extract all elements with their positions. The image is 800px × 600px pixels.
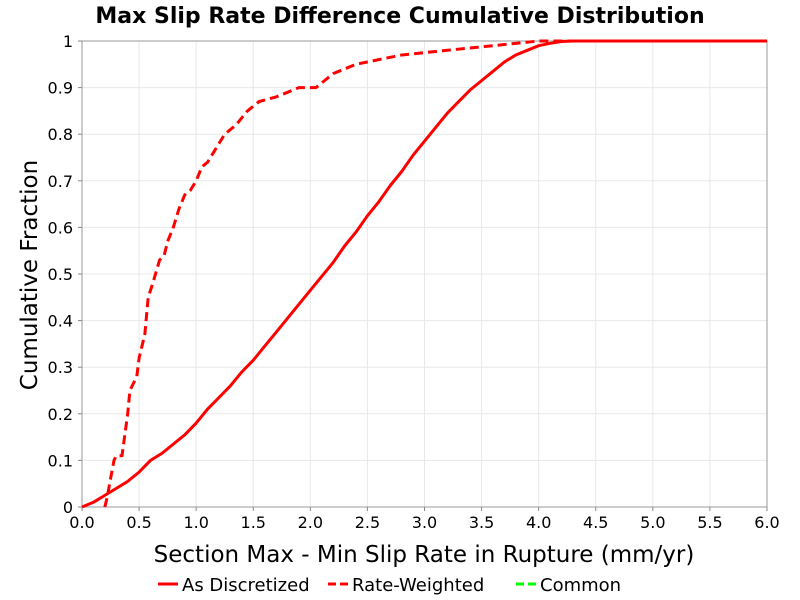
y-tick-label: 0.9 [48, 79, 73, 98]
legend: As Discretized Rate-Weighted Common [158, 575, 621, 596]
y-tick-label: 0.7 [48, 172, 73, 191]
legend-label-1: Rate-Weighted [352, 575, 484, 596]
legend-label-0: As Discretized [182, 575, 310, 596]
y-tick-label: 0.1 [48, 451, 73, 470]
x-tick-label: 3.0 [412, 513, 437, 532]
series-line-0 [81, 39, 767, 509]
x-tick-label: 2.0 [298, 513, 323, 532]
y-tick-label: 0 [63, 498, 73, 517]
x-axis-label: Section Max - Min Slip Rate in Rupture (… [154, 542, 695, 568]
y-tick-label: 0.3 [48, 358, 73, 377]
x-tick-label: 5.0 [640, 513, 665, 532]
legend-label-2: Common [540, 575, 621, 596]
y-tick-label: 0.8 [48, 125, 73, 144]
y-tick-label: 0.4 [48, 312, 73, 331]
x-tick-label: 5.5 [697, 513, 722, 532]
x-tick-label: 4.5 [583, 513, 608, 532]
y-axis-label: Cumulative Fraction [17, 160, 43, 390]
y-tick-label: 0.5 [48, 265, 73, 284]
x-tick-label: 2.5 [355, 513, 380, 532]
y-tick-label: 0.6 [48, 218, 73, 237]
y-tick-label: 0.2 [48, 405, 73, 424]
x-tick-label: 6.0 [754, 513, 779, 532]
x-tick-label: 1.5 [241, 513, 266, 532]
x-tick-label: 0.5 [126, 513, 151, 532]
x-tick-label: 4.0 [526, 513, 551, 532]
series-line-1 [103, 39, 767, 508]
x-tick-label: 3.5 [469, 513, 494, 532]
x-tick-label: 1.0 [183, 513, 208, 532]
chart-title: Max Slip Rate Difference Cumulative Dist… [95, 4, 704, 29]
x-tick-label: 0.0 [69, 513, 94, 532]
series-layer [81, 39, 767, 509]
grid [81, 40, 768, 508]
y-tick-label: 1 [63, 32, 73, 51]
axes: 0.0 0.5 1.0 1.5 2.0 2.5 3.0 3.5 4.0 4.5 5.0 5.5 6.0 0… [48, 32, 780, 532]
